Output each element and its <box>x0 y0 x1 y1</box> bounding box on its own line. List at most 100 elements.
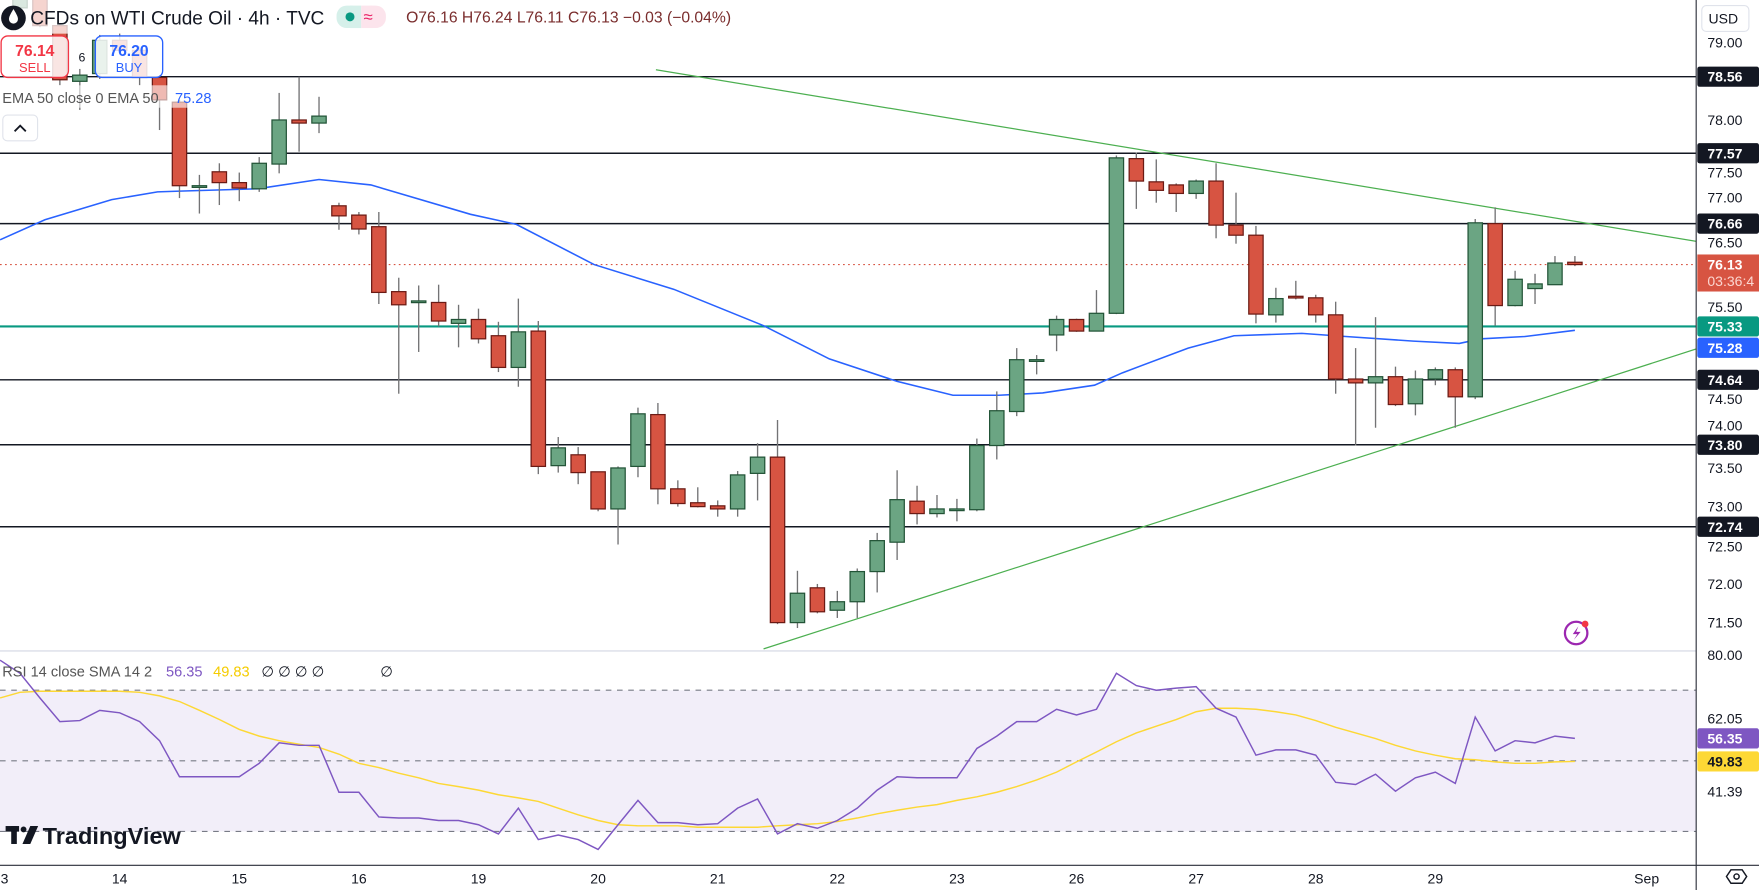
symbol-title[interactable]: CFDs on WTI Crude Oil · 4h · TVC <box>30 9 324 30</box>
candle-body <box>630 413 646 468</box>
time-tick-label: 27 <box>1188 870 1204 886</box>
candle <box>450 304 467 348</box>
time-tick-label: 19 <box>471 870 487 886</box>
buy-button[interactable]: 76.20 BUY <box>94 35 164 79</box>
candle-body <box>689 502 706 508</box>
candle <box>1268 287 1284 323</box>
candle <box>829 590 846 618</box>
rsi-sma-legend-value: 49.83 <box>213 665 249 681</box>
support-price-label: 75.33 <box>1697 316 1759 337</box>
price-tick-label: 75.50 <box>1707 299 1742 315</box>
tradingview-logo-icon <box>5 826 39 844</box>
candle <box>470 308 487 344</box>
rsi-tick-label: 41.39 <box>1707 783 1742 799</box>
candle-body <box>909 500 925 515</box>
candle-body <box>809 587 826 613</box>
candle-body <box>1567 261 1583 266</box>
candle-body <box>1128 158 1145 182</box>
candle <box>1307 294 1324 323</box>
candle <box>1048 315 1065 352</box>
candle-body <box>1288 295 1304 299</box>
lightning-alert-icon[interactable] <box>1563 620 1589 646</box>
time-tick-label: 21 <box>710 870 726 886</box>
time-tick-label: Sep <box>1634 870 1659 886</box>
candle-body <box>1248 234 1264 315</box>
candle-body <box>1008 359 1025 413</box>
candle <box>630 407 646 478</box>
price-axis[interactable]: 78.56 77.57 76.66 74.64 73.80 72.74 75.33 75.28… <box>1697 35 1759 631</box>
candle <box>650 402 666 505</box>
oil-drop-icon <box>1 5 26 31</box>
candle-body <box>829 601 846 611</box>
rsi-legend[interactable]: RSI 14 close SMA 14 2 56.35 49.83 ∅ ∅ ∅ … <box>2 665 393 681</box>
last-price-text: 76.13 <box>1707 257 1742 273</box>
time-tick-label: 23 <box>949 870 965 886</box>
candle <box>789 570 806 629</box>
rsi-axis[interactable]: 56.35 49.83 80.00 62.05 41.39 <box>1697 647 1759 799</box>
time-axis[interactable]: 3 14 15 16 19 20 21 22 23 26 27 28 29 Sep <box>1 870 1660 886</box>
candle-body <box>1048 318 1065 336</box>
price-pane[interactable] <box>0 0 1697 650</box>
ema-legend[interactable]: EMA 50 close 0 EMA 50 75.28 <box>0 85 219 108</box>
candle-body <box>390 291 407 306</box>
candle-body <box>291 119 307 124</box>
price-tick-label: 79.00 <box>1707 35 1742 51</box>
candle <box>1168 183 1185 212</box>
level-price-label: 73.80 <box>1697 434 1759 455</box>
collapse-legend-button[interactable] <box>2 114 39 142</box>
time-tick-label: 22 <box>830 870 846 886</box>
candle-body <box>1507 278 1523 307</box>
candle <box>1527 273 1543 305</box>
candle <box>1547 256 1563 286</box>
candle <box>929 495 945 518</box>
market-status-pill[interactable]: ≈ <box>336 5 386 29</box>
candle-body <box>670 488 686 505</box>
candle <box>1148 159 1165 203</box>
ema-price-label: 75.28 <box>1697 337 1759 358</box>
candle <box>490 321 507 373</box>
rsi-sma-value-label-text: 49.83 <box>1707 753 1742 769</box>
time-tick-label: 20 <box>590 870 606 886</box>
candle <box>1347 348 1364 446</box>
candle <box>988 391 1005 460</box>
candle <box>530 321 547 475</box>
candle-body <box>1367 376 1384 384</box>
candle <box>1228 192 1244 244</box>
candle <box>689 487 706 508</box>
price-tick-label: 78.00 <box>1707 112 1742 128</box>
level-price-label-text: 73.80 <box>1707 437 1742 453</box>
time-tick-label: 29 <box>1428 870 1444 886</box>
price-tick-label: 76.50 <box>1707 235 1742 251</box>
trendline-upper[interactable] <box>655 69 1697 242</box>
candle-body <box>1467 222 1484 398</box>
rsi-pane[interactable] <box>0 659 1697 851</box>
candle-body <box>570 454 586 474</box>
price-tick-label: 71.50 <box>1707 615 1742 631</box>
sell-label: SELL <box>19 60 51 75</box>
axis-settings-icon[interactable] <box>1725 869 1748 884</box>
trendline-lower[interactable] <box>763 348 1697 650</box>
currency-button[interactable]: USD <box>1701 5 1750 32</box>
candle-body <box>988 410 1005 447</box>
price-tick-label: 72.50 <box>1707 538 1742 554</box>
candle-body <box>1208 180 1224 226</box>
candle-body <box>1427 369 1444 380</box>
tradingview-logo[interactable]: TradingView <box>5 823 182 849</box>
candle-body <box>191 185 208 189</box>
candle-body <box>1088 312 1105 332</box>
candle-body <box>789 592 806 624</box>
candle-body <box>1407 378 1424 405</box>
candle-body <box>550 447 567 467</box>
candle <box>709 500 726 517</box>
candle <box>570 447 586 485</box>
sell-button[interactable]: 76.14 SELL <box>0 35 70 79</box>
candle-body <box>311 115 327 124</box>
candle <box>1088 290 1105 332</box>
candle-body <box>251 162 268 190</box>
rsi-sma-line <box>0 690 1575 828</box>
price-tick-label: 77.00 <box>1707 189 1742 205</box>
ema-legend-label: EMA 50 close 0 EMA 50 <box>2 91 158 107</box>
market-open-dot-icon <box>345 12 355 22</box>
